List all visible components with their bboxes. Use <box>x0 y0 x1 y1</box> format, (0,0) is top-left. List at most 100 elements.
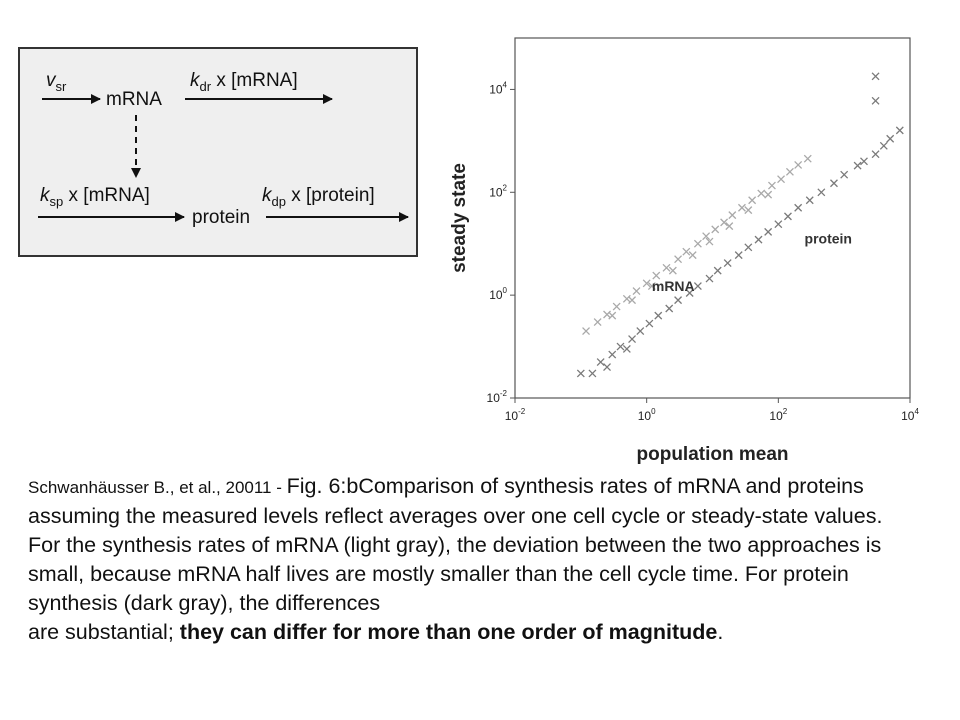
caption-line-3-plain: are substantial; <box>28 620 180 644</box>
protein-point <box>608 350 617 359</box>
mrna-point <box>622 294 631 303</box>
mrna-point <box>682 247 691 256</box>
protein-point <box>645 319 654 328</box>
mrna-point <box>668 266 677 275</box>
x-tick-label: 104 <box>901 407 919 423</box>
mrna-point <box>728 211 737 220</box>
ksp-label: ksp x [mRNA] <box>40 185 150 209</box>
mrna-point <box>642 279 651 288</box>
vsr-label: vsr <box>46 70 67 94</box>
mrna-point <box>628 296 637 305</box>
protein-node: protein <box>192 207 250 228</box>
protein-point <box>603 363 611 371</box>
kdr-label: kdr x [mRNA] <box>190 70 298 94</box>
protein-point <box>622 344 631 353</box>
protein-point <box>860 157 868 166</box>
protein-point <box>764 227 773 236</box>
mrna-node: mRNA <box>106 89 162 110</box>
protein-point <box>588 369 597 378</box>
mrna-point <box>764 190 773 199</box>
mrna-point <box>777 175 786 184</box>
protein-point <box>853 161 862 170</box>
mrna-point <box>674 255 683 264</box>
x-tick-label: 100 <box>638 407 656 423</box>
protein-point <box>817 188 826 197</box>
citation: Schwanhäusser B., et al., 20011 - <box>28 478 287 497</box>
caption-line-3-bold: they can differ for more than one order … <box>179 620 718 644</box>
protein-point <box>636 327 645 336</box>
mrna-point <box>688 251 697 260</box>
mrna-point <box>748 196 757 205</box>
mrna-point <box>608 311 617 320</box>
mrna-point <box>593 318 602 326</box>
protein-point <box>871 150 880 159</box>
mrna-point <box>632 287 641 296</box>
protein-point <box>596 358 605 367</box>
protein-point <box>879 141 888 150</box>
protein-point <box>744 243 753 252</box>
kinetics-diagram: vsr mRNA kdr x [mRNA] ksp x [mRNA] prote… <box>18 47 418 257</box>
mrna-point <box>647 282 656 291</box>
protein-point <box>794 203 803 212</box>
caption-line-3-end: . <box>717 620 724 644</box>
outlier-point <box>871 72 880 81</box>
mrna-point <box>744 206 753 215</box>
x-axis-title: population mean <box>637 444 789 465</box>
protein-point <box>616 342 625 351</box>
protein-point <box>840 170 849 179</box>
mrna-point <box>757 189 766 198</box>
kinetics-diagram-svg: vsr mRNA kdr x [mRNA] ksp x [mRNA] prote… <box>38 70 409 228</box>
mrna-point <box>693 239 702 248</box>
plot-frame <box>514 37 911 399</box>
outlier-point <box>871 96 880 105</box>
y-tick-label: 102 <box>489 183 507 199</box>
mrna-point <box>725 222 734 231</box>
protein-point <box>886 134 895 143</box>
protein-point <box>654 311 663 320</box>
caption-line-2: For the synthesis rates of mRNA (light g… <box>28 533 882 615</box>
protein-point <box>895 126 904 135</box>
figure-ref: Fig. 6:b <box>286 474 359 498</box>
protein-point <box>713 266 722 275</box>
x-tick-label: 102 <box>769 407 787 423</box>
protein-point <box>685 289 694 297</box>
protein-series-label: protein <box>805 231 852 247</box>
protein-point <box>805 196 814 205</box>
caption-paragraph-2: For the synthesis rates of mRNA (light g… <box>28 531 938 618</box>
protein-point <box>628 335 637 344</box>
mrna-point <box>711 225 720 234</box>
mrna-series-label: mRNA <box>652 278 695 294</box>
protein-point <box>665 304 674 313</box>
caption-line-1: Comparison of synthesis rates of mRNA an… <box>28 474 883 528</box>
mrna-point <box>794 160 803 169</box>
protein-point <box>830 179 838 188</box>
protein-point <box>754 235 763 244</box>
mrna-point <box>720 218 729 227</box>
protein-point <box>674 296 683 305</box>
scatter-plot: 10-2 100 102 104 10-2 100 102 104 steady state … <box>440 20 920 465</box>
protein-point <box>783 212 792 221</box>
y-tick-label: 104 <box>489 80 507 96</box>
protein-point <box>705 274 714 283</box>
protein-point <box>734 251 743 260</box>
figure-caption: Schwanhäusser B., et al., 20011 - Fig. 6… <box>28 472 938 647</box>
protein-point <box>723 259 732 268</box>
caption-paragraph-1: Schwanhäusser B., et al., 20011 - Fig. 6… <box>28 472 938 531</box>
y-axis-title: steady state <box>449 163 470 273</box>
y-tick-label: 10-2 <box>487 389 508 405</box>
mrna-point <box>785 167 794 176</box>
protein-point <box>693 282 702 291</box>
mrna-point <box>652 271 661 280</box>
protein-point <box>576 369 585 378</box>
mrna-point <box>582 327 591 336</box>
protein-point <box>774 220 783 229</box>
mrna-point <box>803 154 812 163</box>
mrna-point <box>767 181 776 190</box>
mrna-point <box>737 203 746 212</box>
mrna-point <box>662 263 671 272</box>
x-tick-label: 10-2 <box>505 407 526 423</box>
mrna-point <box>705 237 714 246</box>
caption-paragraph-3: are substantial; they can differ for mor… <box>28 618 938 647</box>
mrna-point <box>612 302 621 311</box>
